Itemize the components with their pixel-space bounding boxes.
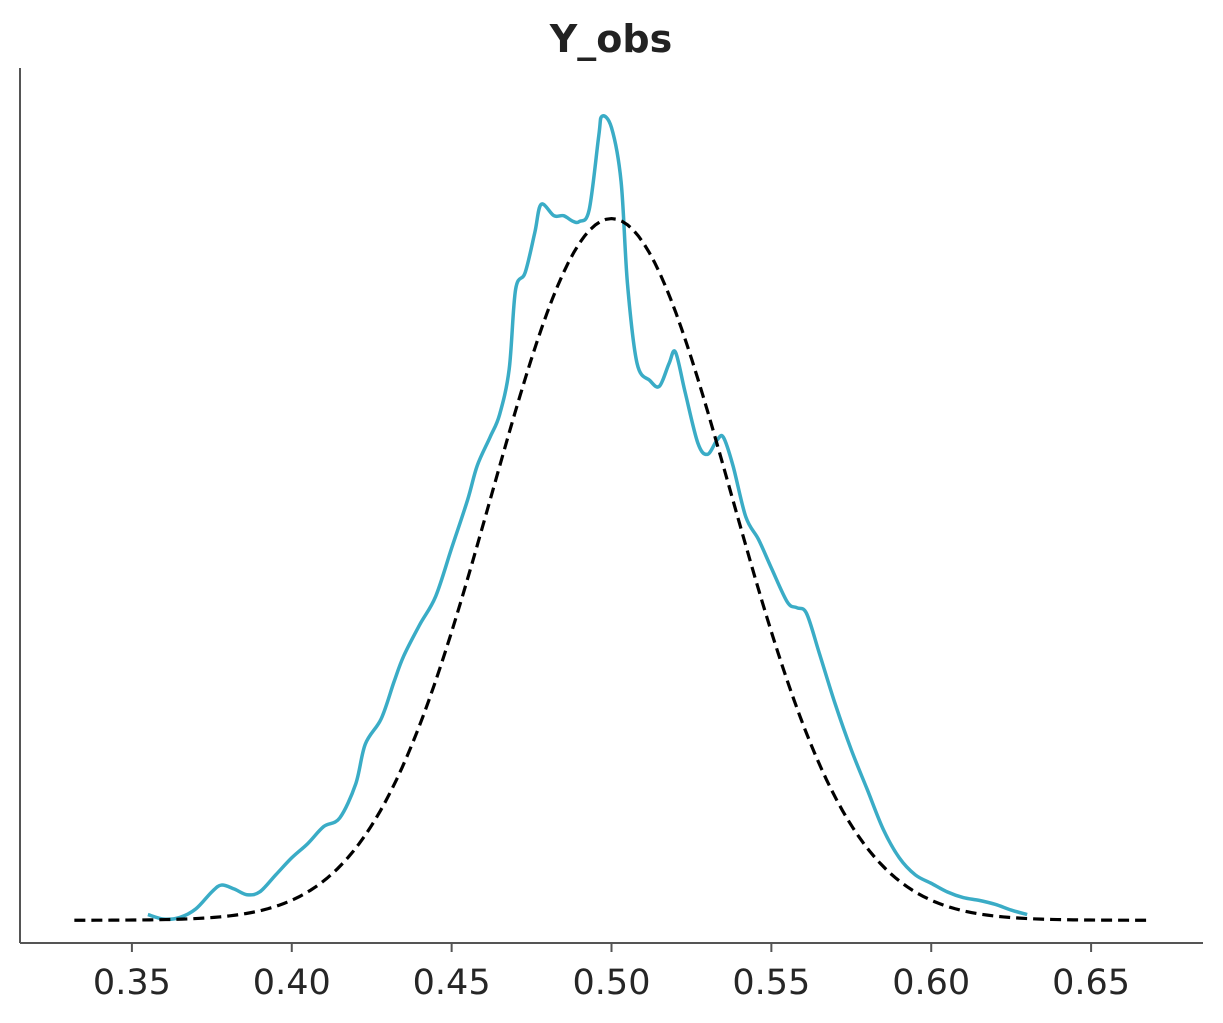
x-tick-label: 0.60 (892, 963, 970, 1003)
x-tick-label: 0.35 (93, 963, 171, 1003)
chart-title: Y_obs (549, 17, 672, 61)
observed-density-line (147, 114, 1028, 922)
plot-area (74, 114, 1149, 922)
x-tick-label: 0.50 (573, 963, 651, 1003)
reference-normal-line (74, 216, 1149, 922)
x-axis-ticks: 0.35 0.40 0.45 0.50 0.55 0.60 0.65 (93, 943, 1130, 1003)
x-tick-label: 0.55 (732, 963, 810, 1003)
x-tick-label: 0.65 (1052, 963, 1130, 1003)
x-tick-label: 0.40 (253, 963, 331, 1003)
x-tick-label: 0.45 (413, 963, 491, 1003)
